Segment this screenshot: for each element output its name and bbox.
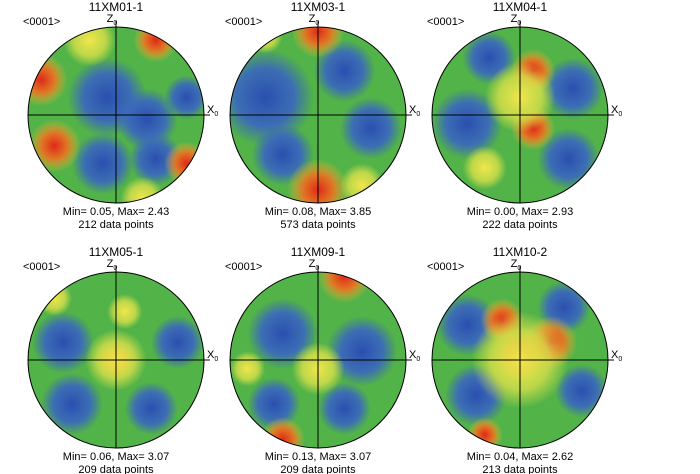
z-label: Z0 xyxy=(309,13,320,27)
z-letter: Z xyxy=(107,258,114,270)
z-label: Z0 xyxy=(309,258,320,272)
density-blob xyxy=(164,75,204,120)
x-label: X0 xyxy=(207,104,218,118)
density-blob xyxy=(467,417,503,448)
density-blob xyxy=(72,132,134,195)
x-label: X0 xyxy=(409,349,420,363)
z-label: Z0 xyxy=(107,258,118,272)
density-blob xyxy=(260,417,305,448)
density-blob xyxy=(462,145,507,190)
z-subscript: 0 xyxy=(315,20,319,27)
panel-title: 11XM09-1 xyxy=(291,245,346,259)
stats: Min= 0.00, Max= 2.93 xyxy=(467,206,573,218)
z-label: Z0 xyxy=(511,13,522,27)
density-blob xyxy=(36,280,72,316)
projection-label: <0001> xyxy=(427,16,464,28)
density-blob xyxy=(32,311,94,374)
x-subscript: 0 xyxy=(214,111,218,118)
z-label: Z0 xyxy=(511,258,522,272)
x-letter: X xyxy=(207,349,215,361)
x-letter: X xyxy=(409,104,417,116)
density-blob xyxy=(133,27,178,63)
density-blob xyxy=(537,128,600,190)
stats: Min= 0.05, Max= 2.43 xyxy=(63,206,169,218)
density-blob xyxy=(28,119,81,173)
x-letter: X xyxy=(207,104,215,116)
density-blob xyxy=(313,40,376,102)
density-blob xyxy=(318,382,371,435)
x-subscript: 0 xyxy=(416,356,420,363)
x-label: X0 xyxy=(611,104,622,118)
z-label: Z0 xyxy=(107,13,118,27)
z-letter: Z xyxy=(309,258,316,270)
x-subscript: 0 xyxy=(416,111,420,118)
z-subscript: 0 xyxy=(315,265,319,272)
density-map xyxy=(230,27,406,203)
density-map xyxy=(28,27,204,203)
z-letter: Z xyxy=(511,13,518,25)
x-label: X0 xyxy=(611,349,622,363)
density-blob xyxy=(164,141,204,186)
data-count: 573 data points xyxy=(280,219,356,231)
panel-title: 11XM05-1 xyxy=(89,245,144,259)
density-blob xyxy=(41,373,103,435)
density-blob xyxy=(247,377,301,431)
projection-label: <0001> xyxy=(23,16,60,28)
z-subscript: 0 xyxy=(113,265,117,272)
density-blob xyxy=(28,53,68,107)
data-count: 222 data points xyxy=(482,219,558,231)
z-letter: Z xyxy=(511,258,518,270)
data-count: 209 data points xyxy=(78,464,154,474)
density-blob xyxy=(542,57,604,120)
projection-label: <0001> xyxy=(225,16,262,28)
stats: Min= 0.04, Max= 2.62 xyxy=(467,451,573,463)
x-letter: X xyxy=(611,349,619,361)
data-count: 212 data points xyxy=(78,219,154,231)
density-blob xyxy=(555,364,608,418)
stats: Min= 0.08, Max= 3.85 xyxy=(265,206,371,218)
x-label: X0 xyxy=(207,349,218,363)
panel-title: 11XM01-1 xyxy=(89,0,144,14)
data-count: 213 data points xyxy=(482,464,558,474)
x-label: X0 xyxy=(409,104,420,118)
density-blob xyxy=(340,97,402,159)
z-letter: Z xyxy=(107,13,114,25)
data-count: 209 data points xyxy=(280,464,356,474)
panel-title: 11XM03-1 xyxy=(291,0,346,14)
x-letter: X xyxy=(611,104,619,116)
stats: Min= 0.13, Max= 3.07 xyxy=(265,451,371,463)
density-blob xyxy=(230,351,266,387)
panel-title: 11XM04-1 xyxy=(493,0,548,14)
x-subscript: 0 xyxy=(214,356,218,363)
density-blob xyxy=(432,88,503,159)
z-subscript: 0 xyxy=(517,20,521,27)
density-blob xyxy=(151,316,204,369)
x-subscript: 0 xyxy=(618,111,622,118)
z-subscript: 0 xyxy=(517,265,521,272)
z-subscript: 0 xyxy=(113,20,117,27)
stats: Min= 0.06, Max= 3.07 xyxy=(63,451,169,463)
panel-title: 11XM10-2 xyxy=(493,245,548,259)
projection-label: <0001> xyxy=(427,261,464,273)
z-letter: Z xyxy=(309,13,316,25)
x-subscript: 0 xyxy=(618,356,622,363)
projection-label: <0001> xyxy=(225,261,262,273)
density-blob xyxy=(124,382,178,435)
x-letter: X xyxy=(409,349,417,361)
projection-label: <0001> xyxy=(23,261,60,273)
density-blob xyxy=(107,294,143,330)
density-blob xyxy=(340,163,384,203)
